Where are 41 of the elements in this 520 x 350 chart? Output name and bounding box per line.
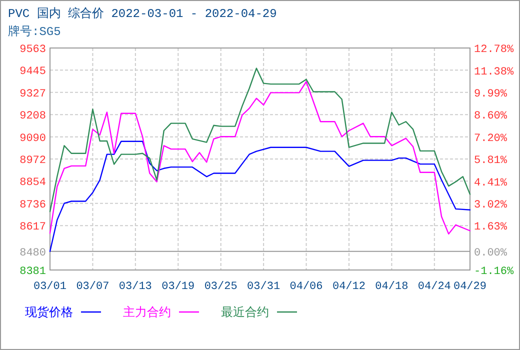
y-tick-label: 9090 [20, 132, 46, 145]
x-tick-label: 03/25 [204, 281, 238, 293]
y-tick-label: 9327 [20, 88, 46, 100]
line-series [49, 140, 471, 252]
line-series [49, 68, 471, 212]
y-tick-label: 8480 [20, 247, 46, 260]
x-tick-label: 04/12 [332, 281, 366, 293]
x-tick-label: 04/18 [375, 281, 408, 293]
y-tick-label: 8381 [20, 266, 46, 278]
chart-subtitle: 牌号:SG5 [8, 25, 61, 39]
x-tick-label: 03/31 [247, 281, 280, 293]
y-tick-label: 8617 [20, 222, 46, 234]
y-tick-label: 9563 [20, 44, 46, 56]
legend-label: 最近合约 [221, 306, 269, 320]
x-tick-label: 04/06 [290, 281, 323, 293]
y2-tick-label: 3.02% [474, 199, 508, 212]
chart-title: PVC 国内 综合价 2022-03-01 - 2022-04-29 [8, 6, 277, 21]
y-tick-label: 8736 [20, 199, 46, 212]
y2-tick-label: 9.99% [474, 88, 508, 100]
legend-label: 现货价格 [25, 306, 73, 320]
x-tick-label: 04/29 [453, 281, 487, 293]
y2-tick-label: 4.41% [474, 177, 508, 190]
line-series [49, 81, 471, 235]
x-tick-label: 03/01 [33, 281, 67, 293]
y2-tick-label: 7.20% [474, 132, 508, 145]
y2-tick-label: 8.60% [474, 110, 508, 123]
y2-tick-label: 0.00% [474, 248, 508, 260]
x-tick-label: 03/07 [76, 281, 110, 293]
y2-tick-label: 5.81% [474, 155, 508, 167]
y-tick-label: 8972 [20, 155, 46, 167]
x-tick-label: 04/24 [418, 281, 452, 293]
y-tick-label: 9208 [20, 110, 46, 123]
y2-tick-label: 12.78% [474, 44, 514, 56]
y-tick-label: 8854 [20, 177, 46, 190]
x-tick-label: 03/13 [118, 281, 152, 293]
y2-tick-label: 11.38% [474, 66, 514, 78]
x-tick-label: 03/19 [162, 281, 195, 293]
y2-tick-label: -1.16% [474, 266, 514, 278]
y2-tick-label: 1.63% [474, 222, 508, 234]
y-tick-label: 9445 [20, 66, 46, 78]
legend-label: 主力合约 [123, 305, 171, 320]
